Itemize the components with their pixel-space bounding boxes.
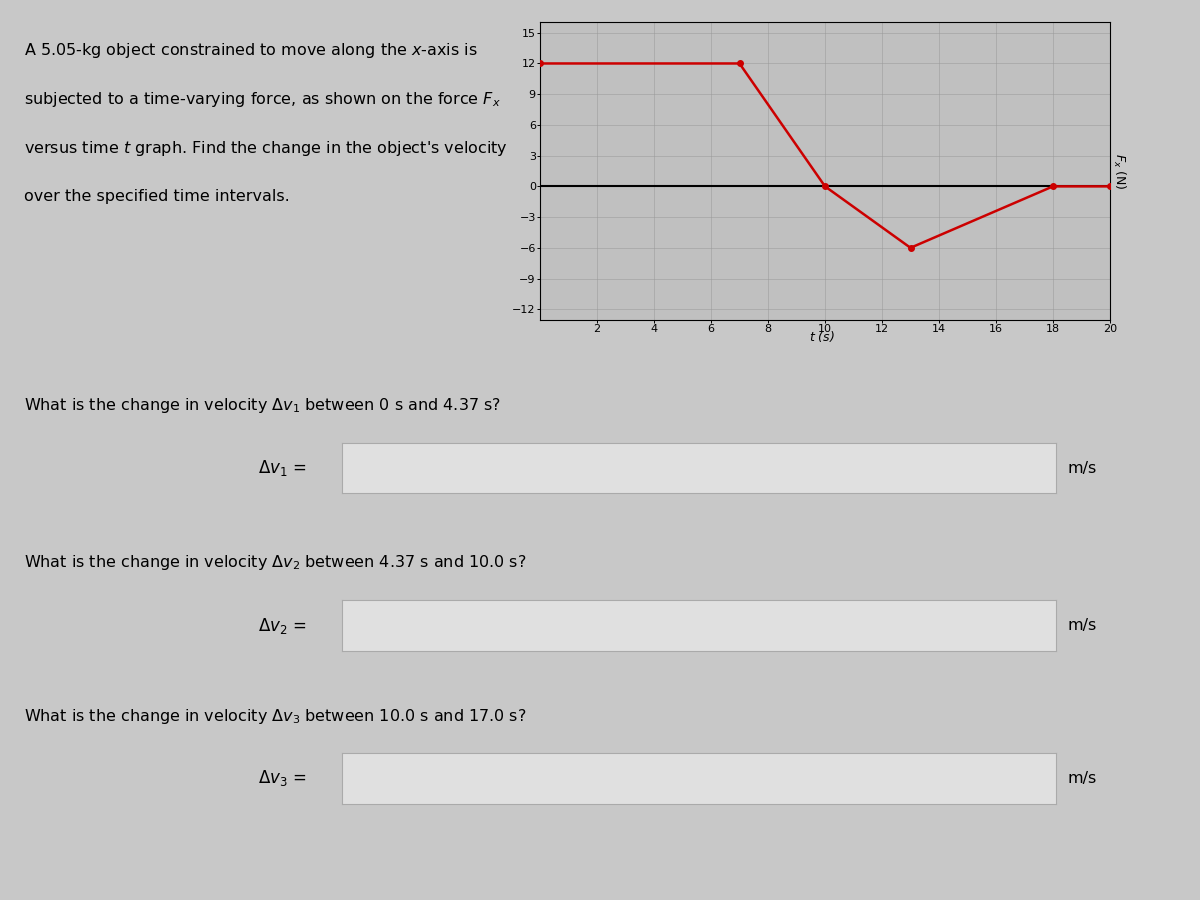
Text: What is the change in velocity $\Delta v_1$ between 0 s and 4.37 s?: What is the change in velocity $\Delta v… [24, 396, 502, 415]
Y-axis label: $F_x$ (N): $F_x$ (N) [1110, 153, 1127, 189]
Text: subjected to a time-varying force, as shown on the force $F_x$: subjected to a time-varying force, as sh… [24, 90, 500, 109]
Text: $\Delta v_3$ =: $\Delta v_3$ = [258, 769, 306, 788]
Text: $\Delta v_1$ =: $\Delta v_1$ = [258, 458, 306, 478]
Text: over the specified time intervals.: over the specified time intervals. [24, 189, 289, 204]
Text: m/s: m/s [1068, 461, 1097, 475]
Text: m/s: m/s [1068, 618, 1097, 633]
Text: What is the change in velocity $\Delta v_3$ between 10.0 s and 17.0 s?: What is the change in velocity $\Delta v… [24, 706, 527, 725]
Text: versus time $t$ graph. Find the change in the object's velocity: versus time $t$ graph. Find the change i… [24, 140, 508, 158]
Text: What is the change in velocity $\Delta v_2$ between 4.37 s and 10.0 s?: What is the change in velocity $\Delta v… [24, 554, 527, 572]
Text: $\Delta v_2$ =: $\Delta v_2$ = [258, 616, 306, 635]
Text: A 5.05-kg object constrained to move along the $x$-axis is: A 5.05-kg object constrained to move alo… [24, 40, 478, 59]
Text: m/s: m/s [1068, 771, 1097, 786]
Text: $t$ (s): $t$ (s) [809, 328, 835, 344]
